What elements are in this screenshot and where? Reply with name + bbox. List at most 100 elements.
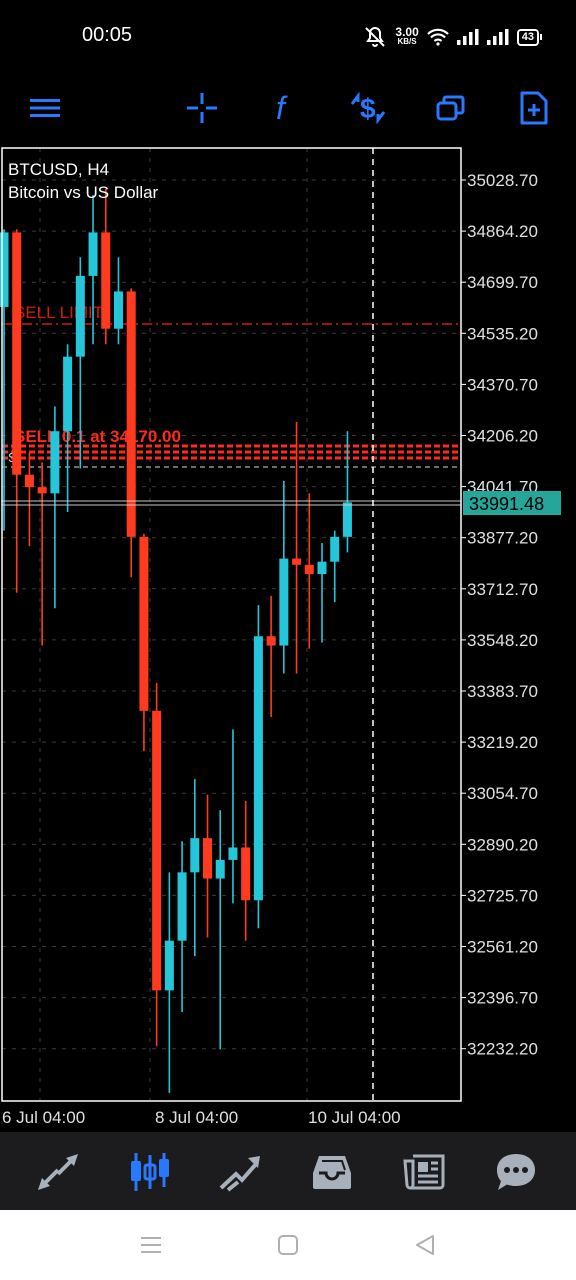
chart-frame [1,147,462,1102]
price-axis-label: 34370.70 [467,375,538,394]
price-axis-label: 34535.20 [467,324,538,343]
quotes-icon [38,1154,78,1190]
menu-icon [30,99,60,117]
price-axis-label: 33054.70 [467,784,538,803]
network-speed-unit: KB/S [397,37,417,46]
price-axis-label: 33877.20 [467,529,538,548]
crosshair-icon [187,93,217,123]
objects-icon [436,95,465,121]
recent-apps-button[interactable] [136,1230,166,1260]
bearish-candle-body [304,564,314,575]
price-axis-label: 32232.20 [467,1040,538,1059]
nav-history[interactable] [306,1146,358,1198]
bullish-candle-body [164,940,174,991]
bullish-candle-body [330,536,340,562]
bearish-candle-body [139,536,149,711]
bullish-candle-body [63,356,73,432]
time-axis-label: 10 Jul 04:00 [308,1108,401,1127]
nav-trade[interactable] [214,1146,266,1198]
price-axis-label: 32725.70 [467,886,538,905]
nav-quotes[interactable] [32,1146,84,1198]
current-price-label: 33991.48 [469,494,544,514]
battery-level: 43 [516,28,539,46]
chart-icon [131,1153,169,1191]
bearish-candle-body [126,291,136,537]
price-chart[interactable]: 35028.70 34864.20 34699.70 34535.20 34370.70… [0,146,576,1132]
objects-button[interactable] [427,84,475,132]
bullish-candle-body [0,232,9,307]
news-icon [403,1154,445,1190]
bullish-candle-body [75,275,85,357]
new-order-icon [520,91,548,125]
clock: 00:05 [82,24,133,46]
price-axis-label: 32890.20 [467,835,538,854]
price-axis-label: 34699.70 [467,273,538,292]
bearish-candle-body [37,487,47,494]
price-axis-label: 33548.20 [467,631,538,650]
price-axis-label: 33712.70 [467,580,538,599]
bullish-candle-body [253,636,263,901]
nav-chat[interactable] [490,1146,542,1198]
price-axis-label: 33219.20 [467,733,538,752]
svg-text:$: $ [360,93,376,124]
bearish-candle-body [101,232,111,329]
battery-icon: 43 [516,28,542,46]
price-axis-label: 32396.70 [467,989,538,1008]
network-speed: 3.00 KB/S [395,25,419,47]
bearish-candle-body [266,636,276,646]
bullish-candle-body [177,872,187,941]
system-nav-bar [0,1210,576,1280]
price-axis-label: 33383.70 [467,682,538,701]
price-axis-label: 34864.20 [467,222,538,241]
chart-canvas[interactable]: 35028.70 34864.20 34699.70 34535.20 34370.70… [0,146,576,1132]
history-icon [313,1156,351,1189]
current-price-tag [463,491,561,515]
new-order-button[interactable] [510,84,558,132]
indicators-button[interactable]: f [261,84,309,132]
bearish-candle-body [203,838,213,879]
symbol-timeframe: BTCUSD, H4 [8,160,110,179]
price-axis-label: 34206.20 [467,427,538,446]
signal-icon [456,29,479,45]
time-axis-label: 6 Jul 04:00 [2,1108,85,1127]
price-axis-label: 32561.20 [467,938,538,957]
status-icons: 3.00 KB/S 43 [363,22,542,52]
network-speed-value: 3.00 [395,25,419,39]
chart-toolbar: f $ [0,72,576,144]
symbol-description: Bitcoin vs US Dollar [8,183,159,202]
bullish-candle-body [215,859,225,879]
nav-chart[interactable] [124,1146,176,1198]
bearish-candle-body [292,558,302,565]
wifi-icon [426,28,449,46]
menu-button[interactable] [21,84,69,132]
bearish-candle-body [152,710,162,991]
nav-news[interactable] [398,1146,450,1198]
bullish-candle-body [317,561,327,575]
back-button[interactable] [410,1230,440,1260]
time-axis-label: 8 Jul 04:00 [155,1108,238,1127]
bullish-candle-body [279,558,289,646]
trade-icon: $ [350,91,386,125]
price-axis-label: 35028.70 [467,171,538,190]
svg-text:f: f [276,91,288,125]
bearish-candle-body [24,474,34,488]
bullish-candle-body [113,291,123,329]
bullish-candle-body [228,847,238,860]
trade-icon [219,1156,260,1192]
sell-limit-label: SELL LIMIT [14,303,103,322]
status-bar: 00:05 3.00 KB/S 43 [0,0,576,72]
indicators-icon: f [276,91,288,125]
home-button[interactable] [273,1230,303,1260]
bullish-candle-body [342,502,352,537]
bullish-candle-body [190,838,200,873]
sell-order-label: SELL 0.1 at 34170.00 [14,427,181,446]
trade-button[interactable]: $ [344,84,392,132]
chat-icon [497,1154,535,1190]
signal-icon-2 [486,29,509,45]
mute-icon [365,26,386,47]
back-triangle-icon [416,1235,434,1255]
chart-header: BTCUSD, H4 Bitcoin vs US Dollar [8,158,158,204]
crosshair-button[interactable] [178,84,226,132]
home-square-icon [278,1235,298,1255]
bullish-candle-body [50,431,60,494]
